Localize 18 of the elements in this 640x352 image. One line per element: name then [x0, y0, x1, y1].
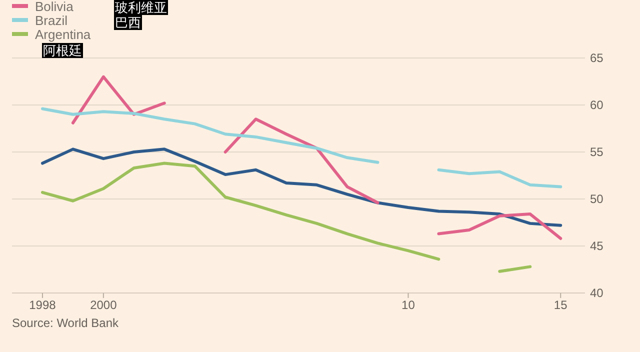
x-tick-label: 1998 [29, 298, 56, 312]
text: 巴西 [115, 15, 141, 30]
y-tick-label: 60 [590, 98, 604, 112]
line-series [40, 148, 562, 227]
legend-label: Brazil [35, 13, 68, 28]
text: 玻利维亚 [115, 0, 167, 15]
y-tick-label: 45 [590, 239, 604, 253]
y-tick-label: 65 [590, 51, 604, 65]
source-note: Source: World Bank [12, 316, 120, 330]
y-tick-label: 40 [590, 286, 604, 300]
annotation: 阿根廷 [43, 43, 82, 58]
x-tick-label: 15 [554, 298, 568, 312]
x-tick-label: 2000 [90, 298, 118, 312]
legend-label: Argentina [35, 27, 92, 42]
x-tick-label: 10 [402, 298, 416, 312]
legend-label: Bolivia [35, 0, 74, 14]
y-tick-label: 55 [590, 145, 604, 159]
y-tick-label: 50 [590, 192, 604, 206]
